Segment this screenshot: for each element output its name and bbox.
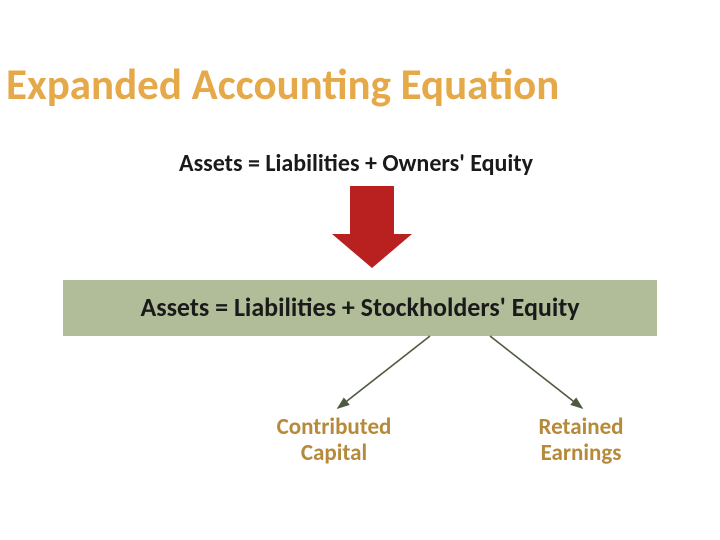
equation-box-expanded: Assets = Liabilities + Stockholders' Equ… <box>63 280 657 336</box>
retained-earnings-box: Retained Earnings <box>501 410 661 470</box>
equation-box-basic: Assets = Liabilities + Owners' Equity <box>109 144 603 184</box>
equation-text-basic: Assets = Liabilities + Owners' Equity <box>179 150 533 178</box>
arrow-down-icon <box>332 186 412 268</box>
page-title: Expanded Accounting Equation <box>6 58 559 111</box>
equation-text-expanded: Assets = Liabilities + Stockholders' Equ… <box>140 293 579 323</box>
arrow-to-contributed-icon <box>338 336 430 408</box>
contributed-capital-label: Contributed Capital <box>277 414 392 467</box>
arrow-to-retained-icon <box>490 336 582 408</box>
contributed-capital-box: Contributed Capital <box>249 410 419 470</box>
retained-earnings-label: Retained Earnings <box>538 414 623 467</box>
